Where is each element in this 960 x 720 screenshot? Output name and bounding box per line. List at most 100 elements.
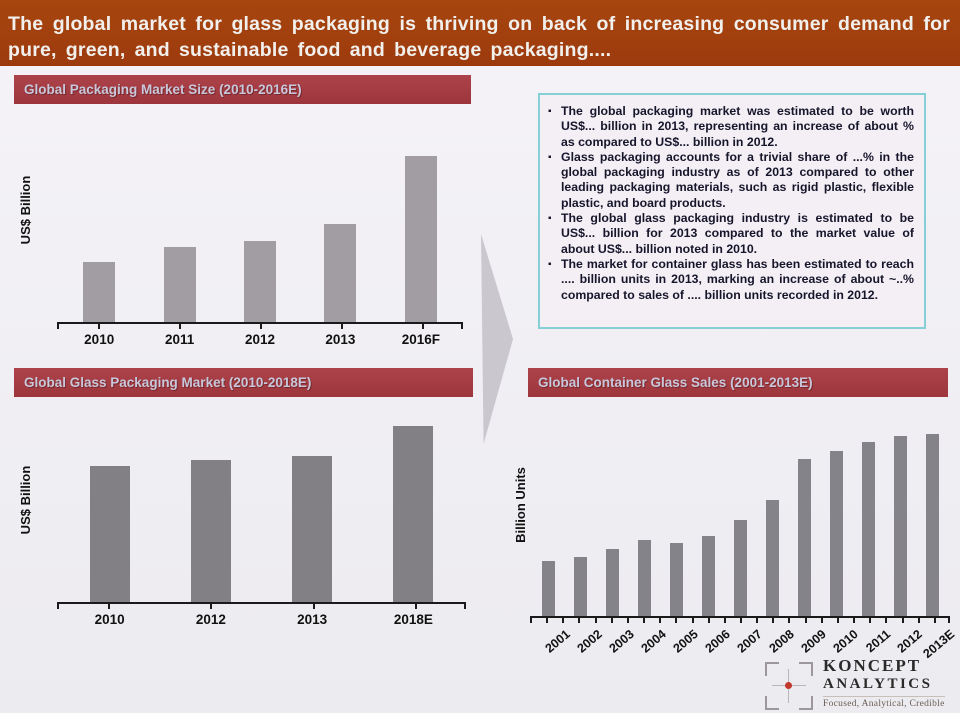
bullet-square-icon: ▪ [548, 151, 552, 163]
crosshair-logo-icon [765, 662, 813, 710]
bar-2009 [797, 459, 811, 616]
x-tick-cell: 2013 [300, 332, 380, 347]
chart3-x-axis [530, 616, 950, 625]
x-tick-label: 2018E [393, 612, 433, 627]
axis-tick [869, 618, 872, 623]
x-tick-cell: 2012 [160, 612, 261, 627]
chart1-title-bar: Global Packaging Market Size (2010-2016E… [14, 75, 471, 104]
bar-2018E [393, 426, 434, 602]
x-tick-cell: 2018E [363, 612, 464, 627]
x-tick-cell: 2005 [660, 624, 701, 668]
bar-column [596, 420, 628, 616]
axis-tick [461, 324, 463, 329]
koncept-analytics-logo: KONCEPT ANALYTICS Focused, Analytical, C… [765, 656, 955, 714]
bar-column [660, 420, 692, 616]
bar-2007 [733, 520, 747, 616]
bullet-square-icon: ▪ [548, 213, 552, 225]
x-tick-cell: 2011 [139, 332, 219, 347]
chart1-plot [59, 114, 461, 322]
chart3-plot [532, 420, 948, 616]
corner-bracket-icon [799, 662, 813, 676]
axis-tick [57, 324, 59, 329]
bullet-text: The market for container glass has been … [561, 256, 914, 302]
axis-tick [740, 618, 742, 623]
bar-2012 [893, 436, 907, 616]
chart2-title: Global Glass Packaging Market (2010-2018… [24, 375, 312, 390]
logo-name-line2: ANALYTICS [823, 676, 933, 692]
x-tick-cell: 2012 [220, 332, 300, 347]
x-tick-cell: 2007 [724, 624, 765, 668]
bullet-item: ▪ The global glass packaging industry is… [548, 211, 914, 257]
x-tick-cell: 2006 [692, 624, 733, 668]
x-tick-cell: 2004 [628, 624, 669, 668]
bar-2004 [637, 540, 651, 616]
chart1: US$ Billion 2010 2011 2012 2013 2016F [14, 104, 474, 364]
bar-column [262, 402, 363, 602]
x-tick-label: 2013 [325, 332, 356, 347]
axis-tick [312, 604, 315, 609]
corner-bracket-icon [765, 696, 779, 710]
chart2-x-axis [57, 602, 466, 611]
bar-column [884, 420, 916, 616]
chart1-x-labels: 2010 2011 2012 2013 2016F [59, 332, 461, 347]
bar-column [628, 420, 660, 616]
logo-tagline: Focused, Analytical, Credible [823, 696, 945, 709]
bullet-text: The global packaging market was estimate… [561, 104, 914, 149]
bar-2013 [324, 224, 357, 322]
axis-tick [530, 618, 532, 623]
chart2-title-bar: Global Glass Packaging Market (2010-2018… [14, 368, 473, 397]
axis-tick [578, 618, 581, 623]
bar-2011 [861, 442, 875, 616]
x-tick-cell: 2003 [596, 624, 637, 668]
chart3-y-axis-label: Billion Units [513, 467, 528, 543]
chart1-y-axis-label: US$ Billion [18, 175, 33, 245]
chart1-title: Global Packaging Market Size (2010-2016E… [24, 82, 302, 97]
axis-tick [260, 324, 262, 329]
bar-2006 [701, 536, 715, 616]
x-tick-cell: 2001 [532, 624, 573, 668]
corner-bracket-icon [799, 696, 813, 710]
slide-title: The global market for glass packaging is… [8, 13, 950, 62]
x-tick-label: 2016F [401, 332, 440, 347]
axis-tick [885, 618, 888, 623]
bar-column [756, 420, 788, 616]
axis-tick [659, 618, 662, 623]
bar-2003 [605, 549, 619, 616]
x-tick-cell: 2010 [59, 612, 160, 627]
bar-column [564, 420, 596, 616]
axis-tick [933, 618, 936, 623]
axis-tick [57, 604, 59, 609]
bar-2008 [765, 500, 779, 616]
axis-tick [901, 618, 904, 623]
bar-2001 [541, 561, 555, 616]
axis-tick [853, 618, 856, 623]
bar-column [59, 114, 139, 322]
chart3: Billion Units 2001 2002 2003 2004 2005 2006 20… [496, 396, 957, 696]
bullet-square-icon: ▪ [548, 258, 552, 270]
axis-tick [707, 618, 710, 623]
chart2-x-labels: 2010 2012 2013 2018E [59, 612, 464, 627]
axis-tick [917, 618, 920, 623]
bullet-item: ▪ The market for container glass has bee… [548, 257, 914, 303]
axis-tick [643, 618, 646, 623]
axis-tick [414, 604, 417, 609]
x-tick-label: 2012 [195, 612, 226, 627]
axis-tick [675, 618, 678, 623]
bar-2002 [573, 557, 587, 616]
x-tick-label: 2012 [244, 332, 276, 347]
axis-tick [804, 618, 807, 623]
bar-column [160, 402, 261, 602]
red-dot-icon [785, 682, 792, 689]
slide-title-banner: The global market for glass packaging is… [0, 0, 960, 66]
axis-tick [610, 618, 613, 623]
bar-column [139, 114, 219, 322]
axis-tick [108, 604, 111, 609]
axis-tick [594, 618, 597, 623]
bullet-item: ▪ Glass packaging accounts for a trivial… [548, 150, 914, 211]
axis-tick [562, 618, 565, 623]
axis-tick [948, 618, 950, 623]
axis-tick [464, 604, 466, 609]
axis-tick [341, 324, 344, 329]
bar-2013 [292, 456, 333, 602]
bar-column [788, 420, 820, 616]
